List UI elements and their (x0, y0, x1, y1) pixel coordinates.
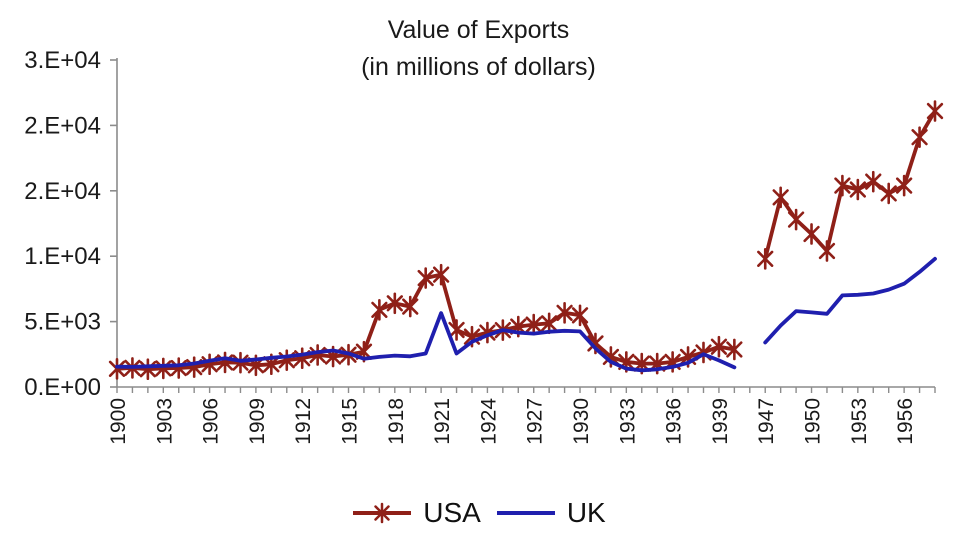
x-tick-label: 1903 (153, 398, 176, 445)
x-tick-label: 1909 (246, 398, 269, 445)
x-tick-label: 1933 (616, 398, 639, 445)
chart-title-line1: Value of Exports (387, 16, 570, 44)
x-tick-label: 1930 (570, 398, 593, 445)
y-tick-label: 3.E+04 (24, 47, 101, 74)
x-tick-label: 1906 (200, 398, 223, 445)
chart-title-line2: (in millions of dollars) (361, 53, 596, 81)
x-tick-label: 1939 (709, 398, 732, 445)
x-tick-label: 1915 (339, 398, 362, 445)
legend-label-usa: USA (423, 497, 481, 528)
x-tick-label: 1927 (524, 398, 547, 445)
uk-series-line (763, 256, 937, 345)
y-tick-label: 5.E+03 (24, 309, 101, 336)
x-tick-label: 1936 (663, 398, 686, 445)
x-tick-label: 1918 (385, 398, 408, 445)
legend-label-uk: UK (566, 497, 606, 528)
x-tick-label: 1956 (894, 398, 917, 445)
uk-series-line (115, 311, 737, 373)
x-tick-label: 1950 (802, 398, 825, 445)
legend: USA UK (0, 497, 957, 529)
usa-line-sample-icon (353, 502, 412, 524)
x-tick-label: 1924 (477, 398, 500, 445)
x-tick-label: 1921 (431, 398, 454, 445)
x-tick-label: 1947 (755, 398, 778, 445)
legend-item-uk: UK (495, 497, 606, 529)
usa-series-markers (108, 100, 944, 381)
y-tick-label: 2.E+04 (24, 178, 101, 205)
x-tick-label: 1900 (107, 398, 130, 445)
axis-lines (116, 58, 935, 388)
uk-line-sample-icon (496, 511, 555, 515)
legend-item-usa: USA (351, 497, 481, 529)
y-tick-label: 1.E+04 (24, 243, 101, 270)
y-tick-label: 2.E+04 (24, 112, 101, 139)
y-tick-label: 0.E+00 (24, 374, 101, 401)
usa-series-line (763, 109, 937, 261)
chart-title: Value of Exports (in millions of dollars… (0, 12, 957, 86)
x-tick-label: 1953 (848, 398, 871, 445)
x-tick-label: 1912 (292, 398, 315, 445)
